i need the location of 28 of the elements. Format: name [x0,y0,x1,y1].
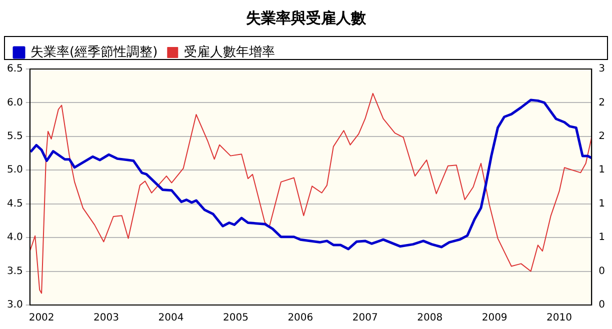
y-tick-label: 4.5 [6,198,23,210]
y-tick-label: 5.0 [6,164,23,176]
y2-tick-label: 3 [598,64,606,75]
y2-tick-label: 1 [598,232,606,244]
y-tick-label: 3.0 [6,300,23,311]
x-tick-label: 2006 [288,312,314,324]
y2-tick-label: 1 [598,198,606,210]
y2-tick-label: 1 [598,164,606,176]
x-tick-label: 2008 [417,312,443,324]
chart-title: 失業率與受雇人數 [246,8,367,27]
y2-tick-label: 0 [598,300,606,311]
y2-tick-label: 0 [598,266,606,277]
legend-label: 失業率(經季節性調整) [30,44,158,60]
x-tick-label: 2005 [222,312,248,324]
x-tick-label: 2007 [352,312,378,324]
y-tick-label: 5.5 [6,131,23,142]
x-tick-label: 2009 [482,312,508,324]
y-tick-label: 6.5 [6,64,23,75]
y2-tick-label: 2 [598,97,606,108]
x-tick-label: 2004 [158,312,184,324]
y2-tick-label: 2 [598,131,606,142]
x-tick-label: 2010 [546,312,572,324]
y-tick-label: 6.0 [6,97,23,108]
legend-label: 受雇人數年增率 [184,44,276,60]
y-tick-label: 3.5 [6,266,23,277]
y-tick-label: 4.0 [6,232,23,244]
x-tick-label: 2003 [94,312,119,324]
x-tick-label: 2002 [28,312,54,324]
